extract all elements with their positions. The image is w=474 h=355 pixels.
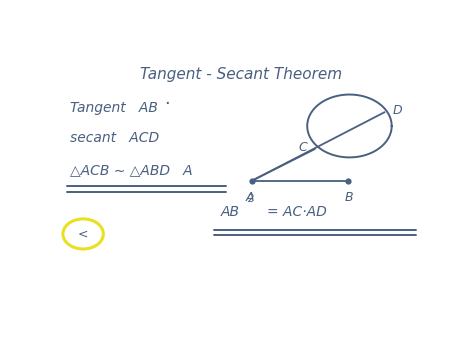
Text: D: D: [392, 104, 402, 118]
Point: [248, 178, 256, 184]
Text: △ACB ∼ △ABD   A: △ACB ∼ △ABD A: [70, 163, 193, 177]
Text: Tangent   AB: Tangent AB: [70, 101, 158, 115]
Text: <: <: [78, 228, 88, 240]
Text: B: B: [345, 191, 354, 204]
Text: 2: 2: [248, 194, 255, 204]
Text: AB: AB: [221, 205, 240, 219]
Point: [344, 178, 351, 184]
Text: ·: ·: [164, 95, 170, 113]
Text: A: A: [246, 191, 255, 204]
Text: secant   ACD: secant ACD: [70, 131, 159, 145]
Text: Tangent - Secant Theorem: Tangent - Secant Theorem: [140, 67, 342, 82]
Text: C: C: [298, 141, 307, 154]
Text: = AC·AD: = AC·AD: [267, 205, 327, 219]
